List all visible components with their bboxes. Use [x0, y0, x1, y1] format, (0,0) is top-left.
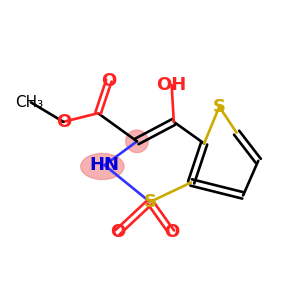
Text: S: S [213, 98, 226, 116]
Text: OH: OH [157, 76, 187, 94]
Text: O: O [56, 113, 71, 131]
Ellipse shape [81, 154, 124, 179]
Text: O: O [110, 223, 125, 241]
Text: HN: HN [89, 156, 119, 174]
Text: O: O [164, 223, 179, 241]
Ellipse shape [126, 130, 148, 153]
Text: CH₃: CH₃ [15, 95, 43, 110]
Text: O: O [101, 72, 116, 90]
Text: S: S [143, 193, 157, 211]
